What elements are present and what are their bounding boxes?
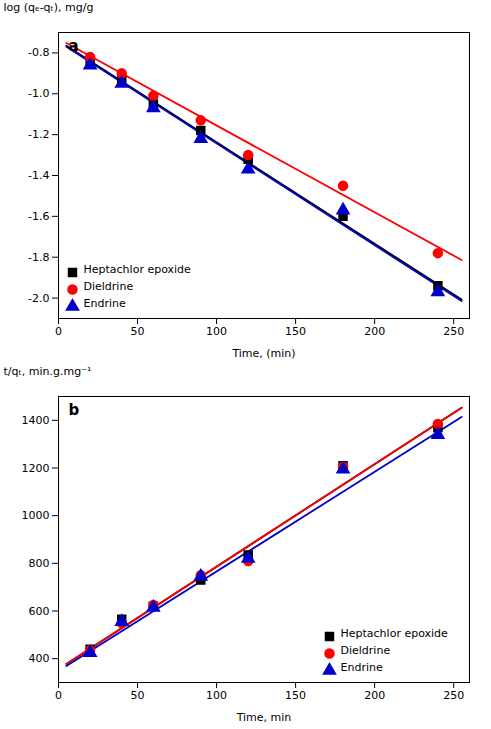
svg-text:800: 800 [29,557,50,570]
svg-text:Dieldrine: Dieldrine [341,644,391,657]
svg-text:200: 200 [364,689,385,702]
svg-text:Time, min: Time, min [236,711,292,724]
svg-text:100: 100 [206,689,227,702]
svg-text:50: 50 [131,325,145,338]
svg-text:1200: 1200 [22,462,50,475]
svg-text:1000: 1000 [22,509,50,522]
svg-text:250: 250 [443,325,464,338]
svg-text:-2.0: -2.0 [28,292,49,305]
svg-text:150: 150 [285,325,306,338]
svg-text:50: 50 [131,689,145,702]
svg-text:-0.8: -0.8 [28,46,49,59]
svg-text:0: 0 [55,689,62,702]
svg-text:0: 0 [55,325,62,338]
svg-text:Dieldrine: Dieldrine [84,280,134,293]
svg-text:Time, (min): Time, (min) [231,347,295,360]
svg-text:200: 200 [364,325,385,338]
svg-text:-1.8: -1.8 [28,251,49,264]
svg-text:t/qₜ, min.g.mg⁻¹: t/qₜ, min.g.mg⁻¹ [4,365,92,378]
svg-text:100: 100 [206,325,227,338]
svg-text:-1.0: -1.0 [28,87,49,100]
svg-text:400: 400 [29,652,50,665]
svg-text:log (qₑ-qₜ), mg/g: log (qₑ-qₜ), mg/g [4,1,94,14]
svg-text:Endrine: Endrine [84,297,126,310]
svg-text:-1.4: -1.4 [28,169,49,182]
svg-text:-1.2: -1.2 [28,128,49,141]
svg-text:600: 600 [29,605,50,618]
svg-text:250: 250 [443,689,464,702]
svg-text:Endrine: Endrine [341,661,383,674]
svg-text:Heptachlor epoxide: Heptachlor epoxide [341,627,449,640]
svg-text:-1.6: -1.6 [28,210,49,223]
svg-text:150: 150 [285,689,306,702]
svg-text:a: a [69,37,79,55]
svg-text:1400: 1400 [22,414,50,427]
svg-text:Heptachlor epoxide: Heptachlor epoxide [84,263,192,276]
svg-text:b: b [69,401,80,419]
